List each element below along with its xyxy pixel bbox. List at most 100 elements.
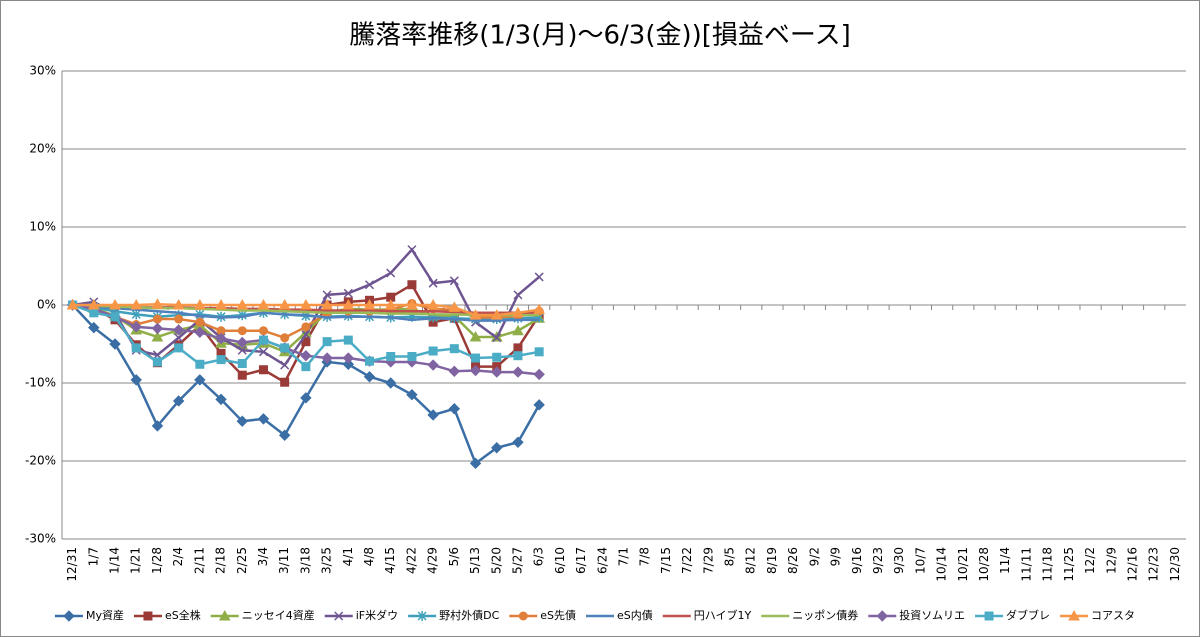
- marker: [174, 343, 184, 353]
- x-tick-label: 11/11: [1019, 547, 1033, 582]
- marker: [257, 298, 270, 310]
- marker: [236, 415, 248, 427]
- marker: [151, 420, 164, 432]
- marker: [417, 611, 427, 621]
- marker: [109, 298, 121, 310]
- marker: [512, 306, 524, 318]
- marker: [174, 314, 184, 324]
- marker: [1068, 609, 1080, 621]
- marker: [278, 429, 291, 441]
- marker: [876, 610, 888, 622]
- x-tick-label: 8/12: [744, 547, 758, 574]
- marker: [984, 611, 994, 621]
- series: [66, 299, 545, 470]
- series: [72, 303, 540, 317]
- marker: [491, 366, 503, 378]
- marker: [469, 457, 482, 470]
- x-tick-label: 12/9: [1104, 547, 1118, 574]
- x-tick-label: 5/27: [510, 547, 524, 574]
- x-tick-label: 8/5: [723, 547, 737, 566]
- legend-item: eS先債: [509, 608, 576, 622]
- x-tick-label: 3/11: [277, 547, 291, 574]
- marker: [215, 332, 227, 345]
- marker: [492, 352, 502, 362]
- x-tick-label: 7/22: [680, 547, 694, 574]
- marker: [386, 268, 396, 278]
- marker: [427, 359, 439, 371]
- marker: [280, 333, 290, 343]
- marker: [174, 333, 184, 343]
- marker: [322, 290, 332, 300]
- x-tick-label: 1/7: [86, 547, 100, 566]
- marker: [215, 298, 227, 310]
- marker: [172, 324, 185, 336]
- marker: [280, 377, 290, 387]
- marker: [131, 343, 141, 353]
- x-tick-label: 1/14: [108, 547, 122, 574]
- marker: [301, 322, 311, 332]
- legend-item: ダブブレ: [975, 608, 1050, 622]
- marker: [334, 611, 344, 621]
- x-tick-label: 6/3: [532, 547, 546, 566]
- marker: [195, 317, 205, 327]
- marker: [258, 335, 268, 345]
- x-tick-label: 11/4: [998, 547, 1012, 574]
- x-tick-label: 9/23: [871, 547, 885, 574]
- marker: [278, 298, 291, 310]
- marker: [88, 321, 100, 334]
- marker: [258, 326, 268, 336]
- x-tick-label: 9/9: [829, 547, 843, 566]
- chart-title: 騰落率推移(1/3(月)～6/3(金))[損益ベース]: [349, 21, 851, 51]
- marker: [448, 365, 461, 378]
- marker: [407, 280, 417, 290]
- marker: [342, 358, 355, 370]
- series: [68, 300, 544, 372]
- marker: [386, 351, 396, 361]
- marker: [385, 377, 397, 389]
- marker: [237, 345, 247, 355]
- marker: [300, 349, 312, 362]
- marker: [342, 298, 355, 310]
- marker: [449, 276, 459, 286]
- x-tick-label: 3/18: [298, 547, 312, 574]
- marker: [258, 347, 269, 357]
- series-line: [72, 303, 540, 322]
- legend-item: eS全株: [133, 608, 201, 622]
- legend-label: ニッセイ4資産: [242, 609, 315, 622]
- marker: [469, 364, 482, 377]
- y-tick-label: -10%: [25, 376, 56, 390]
- marker: [237, 326, 247, 336]
- legend: My資産 eS全株 ニッセイ4資産 iF米ダウ 野村外債DC eS先債 eS内債 円ハイブ1Y…: [54, 608, 1135, 622]
- marker: [193, 298, 206, 310]
- marker: [533, 368, 545, 381]
- legend-item: コアスタ: [1060, 609, 1135, 622]
- legend-label: 円ハイブ1Y: [694, 608, 752, 622]
- x-tick-label: 8/19: [765, 547, 779, 574]
- marker: [280, 343, 290, 353]
- marker: [513, 290, 523, 300]
- marker: [406, 388, 418, 401]
- legend-label: My資産: [86, 609, 124, 622]
- marker: [469, 330, 482, 342]
- x-tick-label: 5/20: [489, 547, 503, 574]
- marker: [89, 308, 99, 318]
- marker: [321, 298, 333, 310]
- marker: [195, 359, 205, 369]
- x-tick-label: 12/30: [1168, 547, 1182, 582]
- y-tick-label: 20%: [29, 142, 56, 156]
- y-tick-label: -20%: [25, 454, 56, 468]
- x-tick-label: 9/16: [850, 547, 864, 574]
- y-tick-label: 30%: [29, 64, 56, 78]
- x-tick-label: 4/1: [341, 547, 355, 566]
- marker: [130, 321, 142, 333]
- legend-label: eS全株: [165, 608, 201, 622]
- x-tick-label: 3/4: [256, 547, 270, 566]
- marker: [87, 298, 100, 310]
- marker: [194, 326, 206, 339]
- marker: [534, 347, 544, 357]
- series: [72, 303, 540, 322]
- marker: [449, 344, 459, 354]
- marker: [301, 362, 311, 372]
- x-tick-label: 10/28: [977, 547, 991, 582]
- y-tick-label: 10%: [29, 220, 56, 234]
